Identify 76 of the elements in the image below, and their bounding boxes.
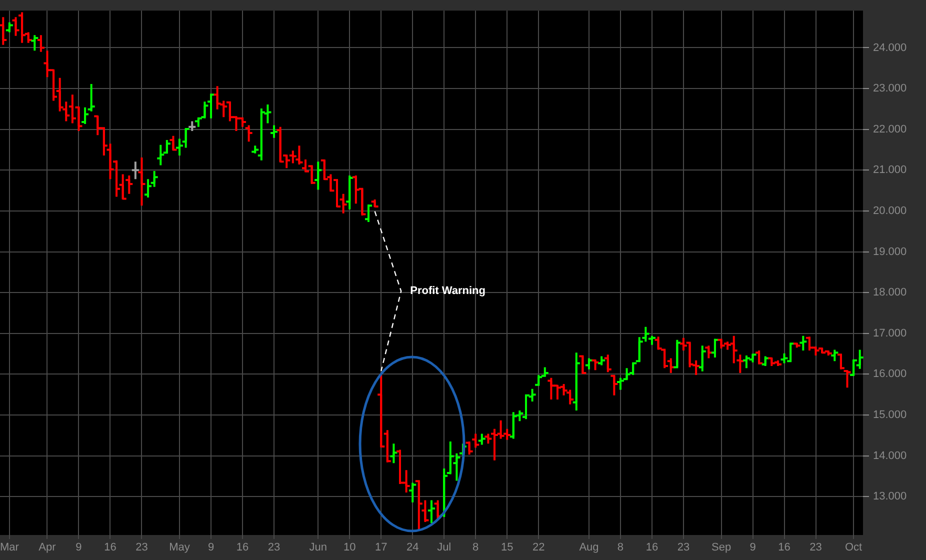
x-tick-label: 9 bbox=[208, 542, 214, 554]
annotation: Profit Warning bbox=[410, 285, 486, 298]
x-tick-label: May bbox=[169, 542, 190, 554]
y-tick-label: 24.000 bbox=[873, 42, 907, 54]
candlestick bbox=[698, 344, 707, 372]
x-tick-label: 23 bbox=[268, 542, 280, 554]
candlestick bbox=[484, 432, 493, 445]
y-tick-label: 17.000 bbox=[873, 327, 907, 340]
candlestick bbox=[647, 334, 656, 346]
y-tick-label: 14.000 bbox=[873, 450, 907, 462]
candlestick bbox=[364, 203, 374, 223]
candlestick bbox=[345, 174, 354, 210]
candlestick bbox=[760, 355, 770, 368]
candlestick bbox=[314, 160, 323, 191]
x-tick-label: 16 bbox=[778, 542, 790, 554]
candlestick bbox=[244, 124, 254, 143]
y-tick-label: 19.000 bbox=[873, 246, 907, 258]
x-tick-label: Sep bbox=[711, 542, 732, 554]
x-tick-label: Jun bbox=[309, 542, 327, 554]
x-tick-label: Apr bbox=[38, 542, 56, 554]
candlestick bbox=[86, 83, 96, 112]
x-tick-label: Mar bbox=[0, 542, 20, 554]
candlestick bbox=[112, 159, 122, 198]
candlestick bbox=[137, 156, 146, 207]
x-tick-label: Jul bbox=[437, 542, 452, 554]
x-tick-label: 24 bbox=[406, 542, 419, 554]
candlestick bbox=[855, 348, 864, 370]
candlestick bbox=[4, 21, 14, 34]
y-tick-label: 20.000 bbox=[873, 205, 907, 218]
x-tick-label: Oct bbox=[844, 542, 862, 554]
x-tick-label: Aug bbox=[579, 542, 599, 554]
candlestick bbox=[30, 34, 40, 52]
x-tick-label: 23 bbox=[677, 542, 690, 554]
x-tick-label: 23 bbox=[136, 542, 148, 554]
candlestick bbox=[389, 442, 398, 464]
candlestick bbox=[704, 344, 714, 360]
x-tick-label: 9 bbox=[750, 542, 756, 554]
candlestick bbox=[175, 138, 184, 156]
y-tick-label: 21.000 bbox=[873, 164, 907, 176]
candlestick bbox=[36, 34, 46, 53]
candlestick bbox=[471, 432, 480, 449]
candlestick bbox=[603, 354, 612, 374]
x-tick-label: 9 bbox=[76, 542, 82, 554]
candlestick bbox=[830, 348, 840, 362]
candlestick bbox=[80, 106, 90, 126]
candlestick bbox=[408, 482, 418, 504]
x-tick-label: 8 bbox=[472, 542, 479, 554]
candlestick bbox=[798, 334, 808, 352]
y-tick-label: 16.000 bbox=[873, 368, 907, 380]
y-tick-label: 22.000 bbox=[873, 123, 907, 136]
candlestick bbox=[130, 160, 140, 180]
x-tick-label: 16 bbox=[104, 542, 116, 554]
x-tick-label: 8 bbox=[617, 542, 624, 554]
candlestick bbox=[250, 144, 260, 154]
candlestick bbox=[270, 124, 279, 139]
candlestick bbox=[188, 120, 197, 132]
y-tick-label: 13.000 bbox=[873, 490, 907, 503]
candlestick bbox=[477, 432, 486, 446]
candlestick bbox=[666, 357, 676, 374]
candlestick bbox=[11, 16, 20, 37]
candlestick bbox=[572, 352, 581, 412]
candlestick bbox=[597, 355, 606, 366]
candlestick bbox=[433, 499, 442, 522]
candlestick bbox=[427, 499, 436, 524]
x-tick-label: 17 bbox=[374, 542, 388, 554]
x-tick-label: 16 bbox=[236, 542, 249, 554]
x-tick-label: 16 bbox=[646, 542, 658, 554]
x-tick-label: 22 bbox=[532, 542, 545, 554]
x-tick-label: 15 bbox=[500, 542, 514, 554]
y-tick-label: 15.000 bbox=[873, 409, 907, 422]
y-tick-label: 23.000 bbox=[873, 82, 907, 95]
y-tick-label: 18.000 bbox=[873, 286, 907, 299]
x-tick-label: 10 bbox=[343, 542, 356, 554]
candlestick bbox=[584, 357, 594, 370]
candlestick bbox=[338, 192, 348, 214]
x-tick-label: 23 bbox=[810, 542, 822, 554]
